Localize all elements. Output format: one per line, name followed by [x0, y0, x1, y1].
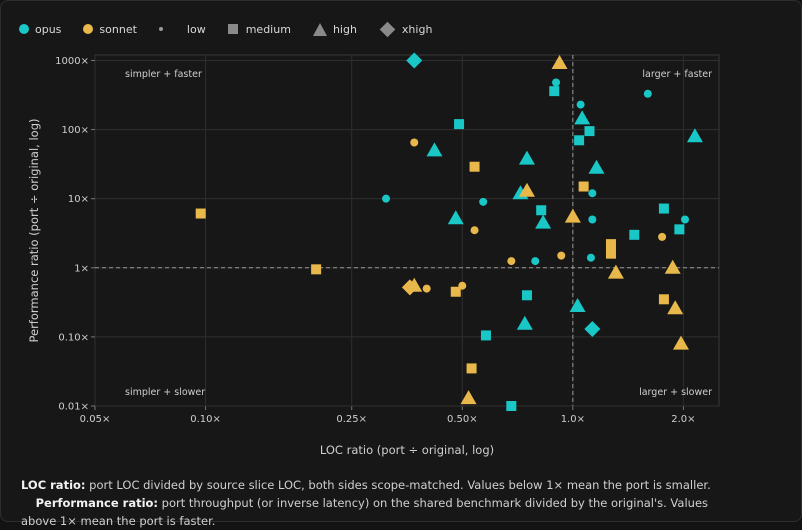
triangle-icon: [312, 22, 327, 36]
y-tick-label: 10×: [68, 194, 89, 205]
sonnet-low-point: [507, 257, 516, 266]
quadrant-label-bottom-right: larger + slower: [639, 387, 712, 398]
opus-low-point: [552, 78, 561, 87]
opus-medium-point: [658, 203, 669, 214]
footnote-perf-term: Performance ratio:: [35, 496, 159, 510]
legend-label-xhigh: xhigh: [401, 22, 433, 36]
opus-low-point: [576, 100, 585, 109]
legend-item-sonnet[interactable]: sonnet: [83, 23, 137, 36]
sonnet-medium-point: [195, 208, 206, 219]
opus-high-point: [569, 297, 586, 312]
legend-item-medium[interactable]: medium: [227, 22, 291, 36]
opus-high-point: [686, 128, 703, 143]
sonnet-high-point: [672, 335, 689, 350]
opus-high-point: [535, 214, 552, 229]
sonnet-high-point: [607, 264, 624, 279]
opus-low-point: [680, 215, 689, 224]
opus-low-point: [586, 253, 595, 262]
opus-medium-point: [536, 205, 547, 216]
sonnet-high-point: [518, 182, 535, 197]
sonnet-high-point: [664, 259, 681, 274]
opus-low-point: [588, 215, 597, 224]
opus-high-point: [447, 210, 464, 225]
sonnet-xhigh-point: [401, 279, 418, 296]
legend-item-high[interactable]: high: [312, 22, 357, 36]
sonnet-high-point: [564, 208, 581, 223]
sonnet-medium-point: [605, 248, 616, 259]
quadrant-label-top-right: larger + faster: [642, 69, 712, 80]
x-tick-label: 0.50×: [447, 414, 478, 425]
opus-medium-point: [521, 290, 532, 301]
opus-medium-point: [584, 126, 595, 137]
opus-medium-point: [674, 224, 685, 235]
x-axis-label: LOC ratio (port ÷ original, log): [320, 443, 494, 457]
legend-label-high: high: [332, 22, 357, 36]
opus-xhigh-point: [584, 321, 601, 338]
x-tick-label: 2.0×: [671, 414, 695, 425]
sonnet-high-point: [460, 390, 477, 405]
x-tick-label: 1.0×: [561, 414, 585, 425]
y-tick-label: 1×: [74, 263, 89, 274]
y-tick-label: 100×: [62, 125, 89, 136]
footnote: LOC ratio: port LOC divided by source sl…: [21, 476, 743, 530]
y-tick-label: 0.01×: [58, 402, 89, 413]
opus-medium-point: [549, 86, 560, 97]
small-dot-icon: [158, 27, 163, 31]
opus-medium-point: [629, 229, 640, 240]
footnote-loc-term: LOC ratio:: [21, 478, 86, 492]
opus-high-point: [518, 150, 535, 165]
sonnet-medium-point: [466, 363, 477, 374]
opus-low-point: [479, 197, 488, 206]
sonnet-low-point: [410, 138, 419, 147]
plot-area: [94, 54, 720, 407]
sonnet-medium-point: [658, 294, 669, 305]
quadrant-label-top-left: simpler + faster: [125, 69, 202, 80]
sonnet-medium-point: [450, 286, 461, 297]
legend-label-opus: opus: [35, 22, 62, 36]
sonnet-medium-point: [578, 181, 589, 192]
sonnet-high-point: [551, 54, 568, 69]
legend-item-xhigh[interactable]: xhigh: [379, 21, 433, 37]
opus-high-point: [588, 159, 605, 174]
square-icon: [227, 24, 238, 34]
x-tick-label: 0.10×: [190, 414, 221, 425]
opus-low-point: [531, 257, 540, 266]
y-tick-label: 1000×: [55, 56, 89, 67]
opus-color-swatch: [19, 24, 29, 34]
sonnet-medium-point: [469, 161, 480, 172]
sonnet-medium-point: [605, 239, 616, 250]
opus-high-point: [574, 110, 591, 125]
x-tick-label: 0.25×: [336, 414, 367, 425]
footnote-loc-text: port LOC divided by source slice LOC, bo…: [85, 478, 711, 492]
legend-item-low[interactable]: low: [158, 22, 206, 36]
y-axis-label: Performance ratio (port ÷ original, log): [27, 118, 41, 342]
sonnet-low-point: [422, 284, 431, 293]
legend: opus sonnet low medium high xhigh: [19, 19, 454, 39]
legend-label-sonnet: sonnet: [99, 22, 137, 36]
opus-low-point: [588, 189, 597, 198]
opus-medium-point: [480, 330, 491, 341]
opus-medium-point: [454, 119, 465, 130]
legend-item-opus[interactable]: opus: [19, 23, 61, 36]
opus-medium-point: [506, 401, 517, 411]
sonnet-low-point: [658, 232, 667, 241]
x-tick-label: 0.05×: [80, 414, 111, 425]
legend-label-medium: medium: [245, 22, 291, 36]
quadrant-label-bottom-left: simpler + slower: [125, 387, 205, 398]
legend-label-low: low: [186, 22, 206, 36]
opus-low-point: [382, 194, 391, 203]
opus-medium-point: [574, 135, 585, 146]
sonnet-low-point: [470, 226, 479, 235]
sonnet-high-point: [667, 300, 684, 315]
y-tick-label: 0.10×: [58, 332, 89, 343]
scatter-chart: 0.05× 0.10× 0.25× 0.50× 1.0× 2.0× 0.01× 0.10× 1×…: [27, 52, 720, 457]
opus-high-point: [426, 142, 443, 157]
opus-xhigh-point: [406, 52, 423, 69]
sonnet-color-swatch: [83, 24, 94, 34]
sonnet-medium-point: [311, 264, 322, 275]
opus-high-point: [516, 315, 533, 330]
opus-low-point: [643, 89, 652, 98]
sonnet-low-point: [557, 251, 566, 260]
